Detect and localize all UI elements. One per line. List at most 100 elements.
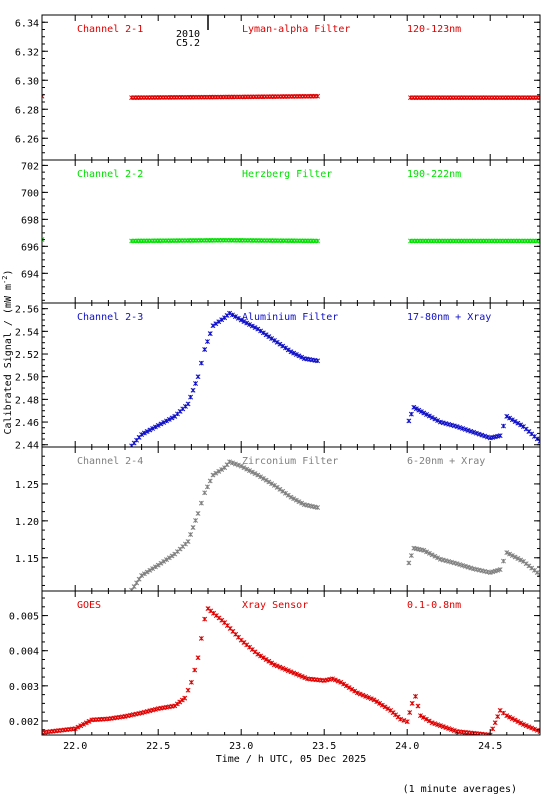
data-point [283, 490, 288, 496]
data-point [409, 700, 415, 706]
data-point [418, 713, 423, 719]
y-axis-label: Calibrated Signal / (mW m-2) [1, 270, 14, 435]
data-point [219, 467, 225, 472]
y-tick-label: 702 [21, 161, 39, 172]
data-point [432, 721, 438, 727]
data-point [207, 331, 213, 337]
data-point [166, 416, 172, 422]
data-point [426, 413, 432, 419]
data-point [255, 472, 261, 478]
data-point [169, 415, 175, 421]
panel-4-label-3: 6-20nm + Xray [407, 456, 485, 467]
data-point [385, 706, 391, 712]
data-point [460, 562, 465, 568]
data-point [288, 669, 294, 675]
panels-group: 6.26 6.28 6.30 6.32 6.34 Channel 2-1 Lyman-alp… [9, 14, 541, 736]
data-point [343, 683, 349, 689]
data-point [169, 553, 175, 559]
data-point [440, 724, 446, 730]
data-point [435, 418, 441, 423]
data-point [509, 417, 515, 423]
data-point [198, 500, 204, 506]
data-point [269, 660, 275, 666]
y-tick-label: 1.20 [15, 517, 39, 528]
y-tick-label: 1.15 [15, 554, 39, 565]
data-point [406, 560, 412, 566]
data-point [150, 426, 156, 431]
data-point [204, 484, 210, 490]
data-point [509, 553, 515, 559]
data-point [188, 679, 194, 685]
data-point [468, 428, 474, 434]
data-point [166, 555, 172, 561]
data-point [413, 406, 419, 412]
data-point [182, 695, 188, 701]
panel-1-frame [41, 14, 541, 161]
data-point [280, 343, 286, 349]
panel-2-label-2: Herzberg Filter [242, 169, 332, 180]
data-point [134, 580, 140, 586]
x-tick-label: 22.5 [146, 741, 170, 752]
panel-4-label-2: Zirconium Filter [242, 456, 338, 467]
data-point [277, 341, 283, 347]
panel-2-label-3: 190-222nm [407, 169, 461, 180]
data-point [446, 726, 452, 732]
x-tick-label: 24.0 [395, 741, 419, 752]
data-point [418, 409, 424, 415]
data-point [193, 518, 199, 523]
panel-3-label-2: Aluminium Filter [242, 312, 338, 323]
panel-3-label-3: 17-80nm + Xray [407, 312, 491, 323]
data-point [338, 679, 344, 685]
data-point [285, 492, 291, 498]
data-point [408, 553, 414, 559]
data-point [454, 424, 460, 430]
data-point [193, 381, 199, 386]
flare-marker-year: 2010 [176, 29, 200, 40]
data-point [164, 557, 169, 563]
y-tick-label: 694 [21, 269, 39, 280]
data-point [534, 727, 540, 733]
data-point [152, 564, 158, 570]
data-point [518, 422, 524, 428]
data-point [330, 676, 335, 682]
data-point [202, 616, 208, 622]
panel-3: 2.44 2.46 2.48 2.50 2.52 2.54 2.56 Channel 2-3 A… [15, 302, 541, 452]
data-point [411, 404, 417, 410]
data-point [518, 720, 524, 726]
data-point [368, 696, 374, 702]
data-point [195, 374, 201, 380]
y-tick-label: 2.50 [15, 373, 39, 384]
data-point [202, 490, 208, 496]
data-point [188, 532, 194, 537]
data-point [529, 725, 535, 731]
data-point [230, 312, 235, 318]
data-point [269, 336, 275, 341]
panel-5-label-1: GOES [77, 600, 101, 611]
panel-5: 0.002 0.003 0.004 0.005 GOES Xray Sensor 0.1-0… [9, 590, 541, 736]
data-point [497, 567, 503, 573]
y-tick-label: 698 [21, 215, 39, 226]
data-point [219, 317, 225, 323]
data-point [249, 323, 255, 329]
x-axis: 22.0 22.5 23.0 23.5 24.0 24.5 [63, 741, 502, 752]
data-point [363, 693, 369, 699]
data-point [451, 728, 457, 733]
data-point [252, 471, 258, 477]
data-point [255, 651, 261, 657]
data-point [377, 700, 382, 706]
data-point [315, 358, 321, 364]
panel-5-label-2: Xray Sensor [242, 600, 308, 611]
panel-2: 694 696 698 700 702 Channel 2-2 Herzberg Filte… [21, 159, 541, 304]
data-point [216, 319, 222, 325]
data-point [213, 470, 219, 476]
data-point [271, 337, 277, 343]
data-point [366, 695, 371, 700]
data-point [227, 310, 233, 316]
data-point [150, 566, 156, 572]
data-point [144, 429, 150, 434]
data-point [457, 425, 463, 430]
data-point [283, 666, 288, 672]
data-point [263, 477, 269, 483]
data-point [526, 724, 532, 730]
